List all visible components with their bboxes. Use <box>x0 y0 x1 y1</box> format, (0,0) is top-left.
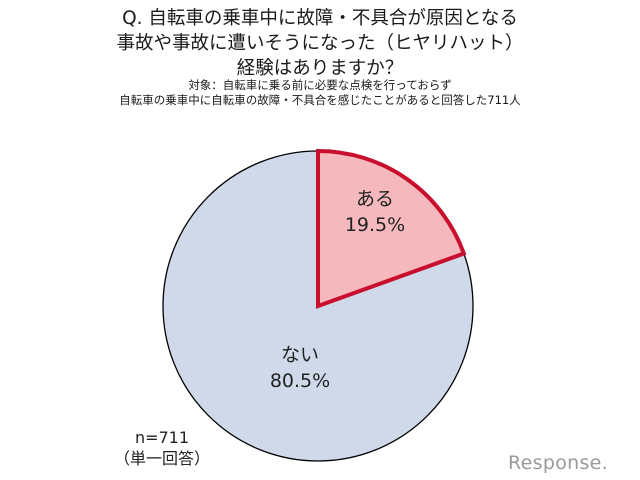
slice-yes-value: 19.5% <box>344 214 406 236</box>
chart-subtitle: 対象：自転車に乗る前に必要な点検を行っておらず 自転車の乗車中に自転車の故障・不… <box>0 78 640 108</box>
chart-title: Q. 自転車の乗車中に故障・不具合が原因となる 事故や事故に遭いそうになった（ヒ… <box>0 6 640 81</box>
slice-no-value: 80.5% <box>269 370 331 392</box>
slice-yes-name: ある <box>355 188 394 210</box>
response-logo: Response. <box>508 452 608 474</box>
pie-slice-yes <box>316 148 467 309</box>
sample-size: n=711 <box>134 428 190 447</box>
title-line-3: 経験はありますか？ <box>236 58 404 79</box>
title-line-2: 事故や事故に遭いそうになった（ヒヤリハット） <box>116 33 524 54</box>
subtitle-line-1: 対象：自転車に乗る前に必要な点検を行っておらず <box>188 78 452 92</box>
sample-note: n=711 （単一回答） <box>114 427 210 469</box>
title-line-1: Q. 自転車の乗車中に故障・不具合が原因となる <box>122 8 518 29</box>
slice-no-name: ない <box>280 344 319 366</box>
subtitle-line-2: 自転車の乗車中に自転車の故障・不具合を感じたことがあると回答した711人 <box>119 93 521 107</box>
slice-label-yes: ある 19.5% <box>340 186 410 238</box>
slice-label-no: ない 80.5% <box>255 342 345 394</box>
answer-type: （単一回答） <box>114 449 211 468</box>
